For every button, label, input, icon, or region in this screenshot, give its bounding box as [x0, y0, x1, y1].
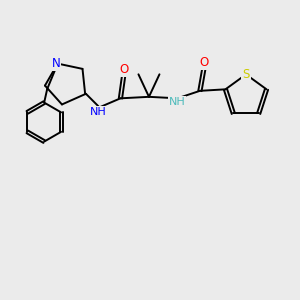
Text: S: S: [242, 68, 250, 81]
Text: NH: NH: [90, 107, 106, 117]
Text: O: O: [200, 56, 209, 69]
Text: N: N: [52, 57, 61, 70]
Text: NH: NH: [169, 97, 185, 107]
Text: O: O: [119, 63, 129, 76]
